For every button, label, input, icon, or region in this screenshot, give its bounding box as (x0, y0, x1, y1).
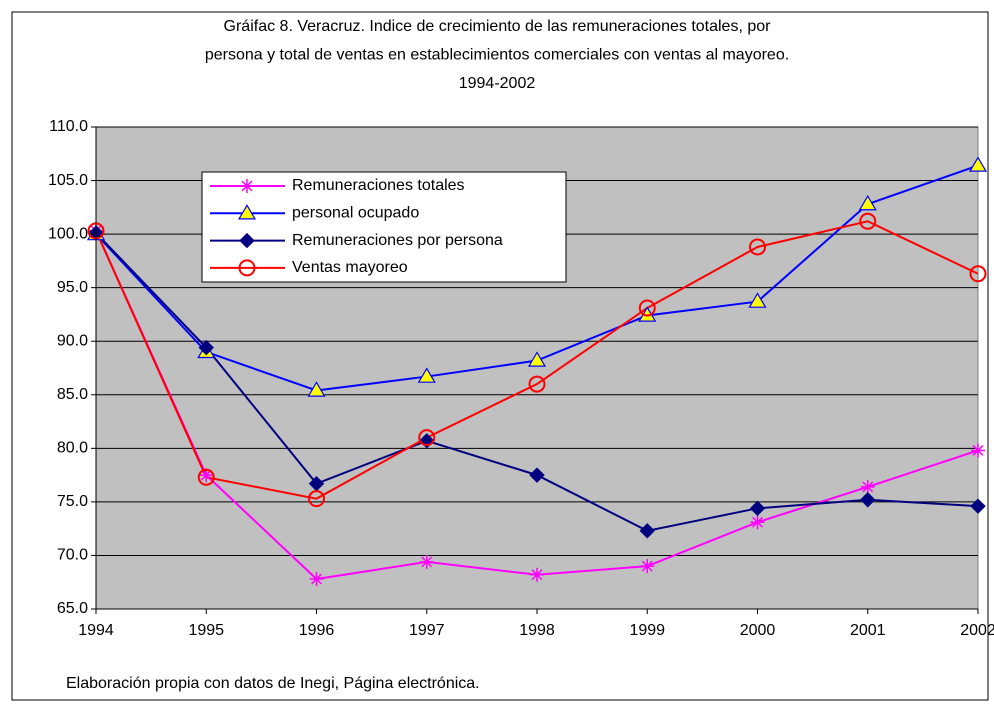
legend-box (201, 171, 567, 283)
y-tick-label: 105.0 (48, 172, 88, 189)
marker-diamond (529, 467, 545, 483)
x-tick-label: 1998 (519, 622, 555, 639)
marker-asterisk (640, 559, 655, 574)
marker-asterisk (309, 572, 324, 587)
marker-triangle (968, 156, 988, 172)
footnote: Elaboración propia con datos de Inegi, P… (66, 675, 480, 692)
marker-triangle (307, 381, 326, 397)
x-tick-label: 2002 (960, 622, 994, 639)
x-tick-label: 1997 (409, 622, 445, 639)
x-tick-label: 2001 (850, 622, 886, 639)
x-tick-label: 1995 (188, 622, 224, 639)
chart-title: persona y total de ventas en establecimi… (205, 47, 789, 64)
marker-diamond (970, 498, 986, 514)
x-tick-label: 1999 (629, 622, 665, 639)
legend-label: Ventas mayoreo (292, 259, 408, 276)
marker-triangle (527, 351, 547, 367)
marker-diamond (639, 523, 655, 539)
y-tick-label: 100.0 (48, 225, 88, 242)
y-tick-label: 90.0 (57, 332, 88, 349)
y-tick-label: 75.0 (57, 493, 88, 510)
series-line (95, 220, 979, 500)
marker-asterisk (860, 479, 875, 494)
chart-title: 1994-2002 (459, 75, 536, 92)
marker-asterisk (419, 554, 434, 569)
chart-title: Gráifac 8. Veracruz. Indice de crecimien… (224, 18, 772, 35)
marker-asterisk (530, 567, 544, 582)
marker-triangle (417, 367, 436, 383)
y-tick-label: 70.0 (57, 547, 88, 564)
legend-label: Remuneraciones por persona (292, 232, 503, 249)
legend-marker (240, 179, 254, 193)
marker-diamond (860, 492, 876, 508)
legend-marker (239, 232, 255, 249)
marker-circle (638, 299, 656, 317)
legend-marker (238, 259, 256, 277)
legend-marker (237, 204, 257, 220)
y-tick-label: 110.0 (49, 118, 88, 135)
marker-circle (197, 468, 215, 486)
legend-label: personal ocupado (292, 205, 419, 222)
marker-circle (528, 375, 546, 393)
marker-diamond (419, 433, 435, 449)
legend-label: Remuneraciones totales (292, 177, 465, 194)
marker-circle (749, 238, 766, 256)
marker-circle (969, 265, 987, 283)
marker-asterisk (971, 443, 985, 458)
marker-circle (308, 490, 325, 508)
marker-triangle (748, 292, 767, 308)
y-tick-label: 95.0 (57, 279, 88, 296)
y-tick-label: 85.0 (57, 386, 88, 403)
marker-asterisk (199, 468, 214, 483)
x-tick-label: 1996 (299, 622, 335, 639)
marker-circle (859, 212, 877, 230)
x-tick-label: 1994 (78, 622, 114, 639)
x-tick-label: 2000 (740, 622, 776, 639)
marker-circle (418, 429, 436, 447)
marker-triangle (858, 194, 877, 211)
y-tick-label: 80.0 (57, 440, 88, 457)
marker-asterisk (750, 515, 765, 530)
marker-diamond (198, 339, 214, 356)
y-tick-label: 65.0 (57, 600, 88, 617)
marker-diamond (749, 500, 766, 517)
